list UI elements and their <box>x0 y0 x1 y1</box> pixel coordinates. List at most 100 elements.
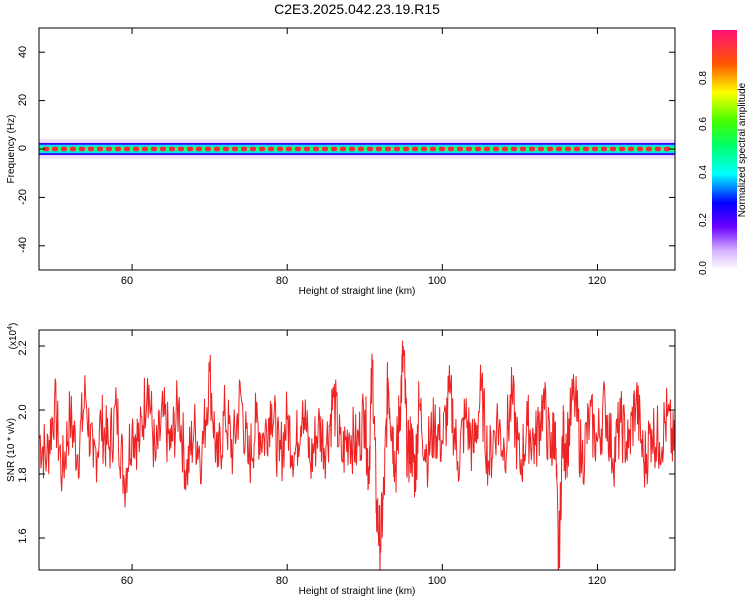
heatmap-peak-cell <box>214 146 220 152</box>
heatmap-peak-cell <box>205 146 211 152</box>
top-ytick-label: 0 <box>17 145 29 151</box>
top-ytick-label: -20 <box>17 189 29 205</box>
bottom-ytick-label: 2.0 <box>17 404 29 419</box>
top-xtick-label: 100 <box>428 275 446 287</box>
heatmap-peak-cell <box>250 146 256 152</box>
top-y-axis-label: Frequency (Hz) <box>6 115 17 184</box>
heatmap-band <box>39 139 675 159</box>
heatmap-peak-cell <box>106 146 112 152</box>
heatmap-peak-cell <box>142 146 148 152</box>
top-panel: 40 20 0 -20 -40 60 80 100 120 Height of … <box>6 27 676 297</box>
chart-title: C2E3.2025.042.23.19.R15 <box>274 1 440 17</box>
heatmap-peak-cell <box>61 146 67 152</box>
heatmap-peak-cell <box>367 146 373 152</box>
heatmap-peak-cell <box>502 146 508 152</box>
colorbar-tick-label: 0.2 <box>698 213 709 227</box>
bottom-y-axis-label: SNR (10 * v/v) <box>6 418 17 482</box>
heatmap-peak-cell <box>331 146 337 152</box>
heatmap-peak-cell <box>241 146 247 152</box>
top-xtick-label: 60 <box>121 275 133 287</box>
colorbar-tick-label: 0.0 <box>698 261 709 275</box>
colorbar-tick-label: 0.4 <box>698 165 709 179</box>
heatmap-peak-cell <box>511 146 517 152</box>
heatmap-peak-cell <box>421 146 427 152</box>
heatmap-peak-cell <box>259 146 265 152</box>
bottom-xtick-label: 120 <box>588 575 606 587</box>
heatmap-peak-cell <box>52 146 58 152</box>
heatmap-peak-cell <box>223 146 229 152</box>
heatmap-peak-cell <box>529 146 535 152</box>
heatmap-peak-cell <box>376 146 382 152</box>
heatmap-peak-cell <box>358 146 364 152</box>
bottom-ytick-label: 2.2 <box>17 340 29 355</box>
heatmap-peak-cell <box>313 146 319 152</box>
top-xtick-label: 80 <box>276 275 288 287</box>
heatmap-peak-cell <box>475 146 481 152</box>
heatmap-peak-cell <box>520 146 526 152</box>
heatmap-peak-cell <box>556 146 562 152</box>
heatmap-peak-cell <box>79 146 85 152</box>
heatmap-peak-cell <box>439 146 445 152</box>
heatmap-peak-cell <box>610 146 616 152</box>
heatmap-peak-cell <box>70 146 76 152</box>
heatmap-peak-cell <box>448 146 454 152</box>
bottom-xtick-label: 100 <box>428 575 446 587</box>
heatmap-peak-cell <box>169 146 175 152</box>
heatmap-peak-cell <box>466 146 472 152</box>
colorbar-tick-label: 0.8 <box>698 71 709 85</box>
bottom-ticks <box>39 330 675 570</box>
heatmap-peak-cell <box>178 146 184 152</box>
heatmap-peak-cell <box>403 146 409 152</box>
top-ticks <box>39 28 675 270</box>
heatmap-peak-cell <box>646 146 652 152</box>
heatmap-peak-cell <box>655 146 661 152</box>
heatmap-peak-cell <box>115 146 121 152</box>
heatmap-peak-cell <box>304 146 310 152</box>
heatmap-peak-cell <box>565 146 571 152</box>
heatmap-peak-cell <box>151 146 157 152</box>
heatmap-peak-cell <box>187 146 193 152</box>
heatmap-peak-cell <box>547 146 553 152</box>
heatmap-peak-cell <box>394 146 400 152</box>
top-ytick-label: -40 <box>17 237 29 253</box>
heatmap-peak-cell <box>457 146 463 152</box>
bottom-axes-frame <box>38 329 676 571</box>
bottom-x-axis-label: Height of straight line (km) <box>299 586 416 597</box>
heatmap-peak-cell <box>124 146 130 152</box>
heatmap-peak-cell <box>628 146 634 152</box>
colorbar-label: Normalized spectral amplitude <box>737 82 748 217</box>
snr-series-line <box>39 340 675 570</box>
heatmap-peak-cell <box>277 146 283 152</box>
heatmap-peak-cell <box>601 146 607 152</box>
heatmap-peak-cell <box>493 146 499 152</box>
heatmap-peak-cell <box>385 146 391 152</box>
heatmap-peak-cell <box>322 146 328 152</box>
heatmap-peak-cell <box>637 146 643 152</box>
bottom-xtick-label: 80 <box>276 575 288 587</box>
bottom-scale-exp: 4 <box>7 326 14 330</box>
heatmap-peak-cell <box>97 146 103 152</box>
bottom-ytick-label: 1.8 <box>17 467 29 482</box>
heatmap-peak-cell <box>538 146 544 152</box>
heatmap-inner <box>39 146 675 152</box>
heatmap-peak-cell <box>295 146 301 152</box>
heatmap-peak-cell <box>664 146 670 152</box>
heatmap-peak-cell <box>430 146 436 152</box>
colorbar-gradient <box>712 30 737 270</box>
bottom-xtick-label: 60 <box>121 575 133 587</box>
heatmap-peak-cell <box>592 146 598 152</box>
heatmap-peak-cell <box>133 146 139 152</box>
heatmap-peak-cell <box>412 146 418 152</box>
top-ytick-label: 20 <box>17 94 29 106</box>
bottom-scale-label: (x104) <box>7 323 19 350</box>
heatmap-peak-cell <box>232 146 238 152</box>
heatmap-peak-cell <box>574 146 580 152</box>
heatmap-peak-cell <box>484 146 490 152</box>
heatmap-peak-cell <box>88 146 94 152</box>
top-x-axis-label: Height of straight line (km) <box>299 286 416 297</box>
heatmap-peak-cell <box>196 146 202 152</box>
heatmap-peak-cell <box>340 146 346 152</box>
heatmap-peak-cell <box>43 146 49 152</box>
heatmap-peak-cell <box>160 146 166 152</box>
